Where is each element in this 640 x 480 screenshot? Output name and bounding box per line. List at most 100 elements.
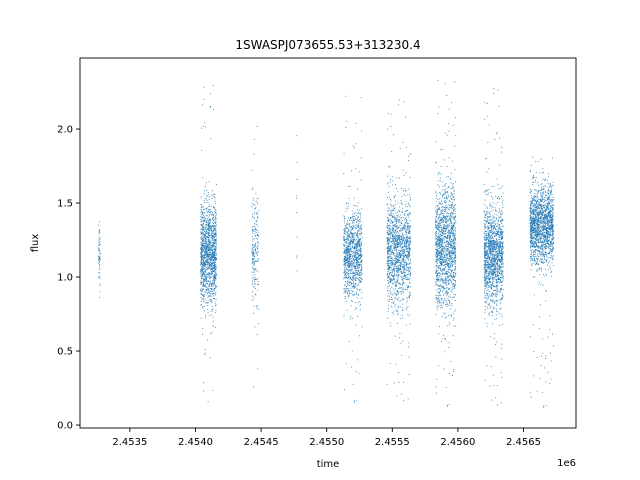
- data-point: [355, 370, 357, 373]
- data-point: [99, 268, 101, 271]
- data-point: [451, 205, 453, 207]
- data-point: [200, 211, 202, 213]
- data-point: [393, 213, 395, 215]
- data-point: [252, 247, 254, 249]
- data-point: [448, 213, 450, 215]
- data-point: [206, 195, 208, 197]
- data-point: [452, 283, 454, 286]
- data-point: [350, 216, 352, 218]
- data-point: [444, 229, 446, 231]
- data-point: [451, 282, 453, 284]
- data-point: [251, 291, 253, 293]
- data-point: [360, 237, 362, 239]
- data-point: [408, 216, 410, 218]
- data-point: [451, 245, 453, 247]
- data-point: [409, 270, 411, 272]
- data-point: [408, 222, 410, 224]
- data-point: [208, 285, 211, 287]
- data-point: [215, 210, 217, 212]
- data-point: [347, 242, 349, 245]
- data-point: [210, 269, 213, 271]
- data-point: [206, 292, 208, 294]
- data-point: [395, 200, 397, 202]
- data-point: [253, 312, 255, 314]
- data-point: [205, 252, 208, 254]
- data-point: [451, 289, 453, 291]
- data-point: [391, 302, 393, 304]
- data-point: [438, 265, 441, 267]
- data-point: [408, 262, 410, 264]
- data-point: [400, 214, 402, 216]
- data-point: [210, 138, 212, 140]
- data-point: [344, 228, 346, 230]
- data-point: [98, 255, 100, 257]
- data-point: [392, 204, 394, 206]
- data-point: [201, 290, 203, 292]
- data-point: [453, 240, 455, 242]
- data-point: [450, 238, 452, 240]
- data-point: [395, 239, 397, 241]
- data-point: [212, 232, 214, 234]
- data-point: [448, 373, 450, 375]
- data-point: [344, 241, 346, 243]
- data-point: [200, 280, 202, 282]
- data-point: [213, 256, 216, 258]
- data-point: [404, 222, 406, 224]
- data-point: [386, 183, 388, 185]
- data-point: [409, 235, 411, 237]
- data-point: [207, 257, 209, 259]
- data-point: [205, 273, 207, 275]
- data-point: [387, 290, 389, 292]
- data-point: [205, 286, 208, 288]
- data-point: [211, 288, 213, 291]
- data-point: [348, 281, 350, 283]
- data-point: [397, 190, 399, 192]
- data-point: [408, 232, 410, 234]
- data-point: [454, 296, 456, 298]
- data-point: [352, 285, 354, 287]
- data-point: [358, 219, 360, 221]
- data-point: [343, 264, 345, 266]
- data-point: [393, 267, 395, 269]
- data-point: [394, 298, 396, 300]
- data-point: [399, 147, 401, 149]
- data-point: [404, 274, 406, 276]
- data-point: [408, 295, 410, 297]
- data-point: [348, 235, 350, 237]
- data-point: [351, 217, 353, 219]
- data-point: [396, 241, 398, 243]
- data-point: [398, 372, 400, 374]
- data-point: [98, 230, 100, 232]
- data-point: [212, 220, 214, 222]
- data-point: [441, 253, 443, 255]
- data-point: [209, 234, 212, 236]
- data-point: [451, 291, 453, 293]
- data-point: [400, 299, 402, 301]
- data-point: [399, 287, 401, 289]
- data-point: [436, 233, 438, 235]
- data-point: [359, 246, 361, 248]
- data-point: [387, 317, 389, 319]
- data-point: [392, 288, 394, 290]
- data-point: [344, 218, 346, 220]
- data-point: [203, 265, 205, 267]
- data-point: [386, 256, 388, 258]
- data-point: [354, 250, 356, 252]
- data-point: [358, 255, 360, 257]
- data-point: [349, 278, 351, 280]
- data-point: [210, 293, 212, 295]
- data-point: [205, 274, 207, 276]
- data-point: [201, 127, 203, 129]
- data-point: [449, 260, 451, 262]
- data-point: [355, 274, 357, 276]
- data-point: [343, 215, 345, 217]
- data-point: [361, 270, 363, 272]
- data-point: [214, 208, 216, 211]
- data-point: [201, 266, 203, 268]
- data-point: [451, 246, 453, 248]
- data-point: [443, 303, 445, 305]
- data-point: [200, 264, 202, 266]
- data-point: [206, 235, 209, 237]
- data-point: [443, 268, 446, 270]
- data-point: [353, 401, 355, 403]
